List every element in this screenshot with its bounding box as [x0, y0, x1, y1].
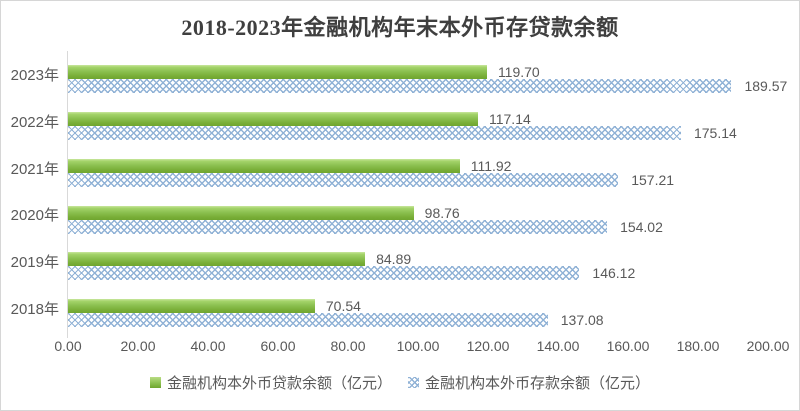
loan-value-label: 70.54 [325, 298, 361, 315]
x-tick-label: 200.00 [746, 338, 790, 354]
loan-bar [68, 299, 315, 314]
loan-bar [68, 158, 460, 173]
legend-label-deposits: 金融机构本外币存款余额（亿元） [425, 375, 651, 392]
loan-value-label: 98.76 [424, 204, 460, 221]
x-tick-label: 120.00 [466, 338, 510, 354]
plot-area: 119.70 189.57 117.14 175.14 111.92 157.21 98.7… [67, 51, 787, 338]
loan-value-label: 84.89 [376, 251, 412, 268]
x-tick-label: 60.00 [260, 338, 296, 354]
x-tick-label: 40.00 [190, 338, 226, 354]
legend-label-loans: 金融机构本外币贷款余额（亿元） [166, 375, 392, 392]
year-label: 2019年 [10, 254, 59, 272]
loan-value-label: 117.14 [488, 110, 531, 127]
deposit-value-label: 146.12 [592, 265, 636, 282]
x-tick-label: 160.00 [606, 338, 650, 354]
loan-bar [68, 252, 366, 267]
x-tick-label: 0.00 [54, 338, 82, 354]
category-axis-line [67, 51, 68, 338]
year-label: 2020年 [10, 207, 59, 225]
legend-item-loans: 金融机构本外币贷款余额（亿元） [149, 372, 392, 393]
legend-swatch-loans [149, 377, 161, 388]
deposit-value-label: 154.02 [620, 218, 663, 235]
year-label: 2022年 [10, 113, 59, 131]
legend-item-deposits: 金融机构本外币存款余额（亿元） [408, 372, 650, 393]
loan-value-label: 119.70 [497, 64, 540, 80]
loan-bar [68, 205, 414, 220]
deposit-bar [68, 313, 548, 328]
deposit-bar [68, 219, 608, 234]
deposit-value-label: 137.08 [560, 312, 604, 329]
deposit-value-label: 189.57 [744, 78, 788, 94]
legend: 金融机构本外币贷款余额（亿元） 金融机构本外币存款余额（亿元） [1, 372, 799, 393]
loan-value-label: 111.92 [470, 157, 512, 174]
deposit-value-label: 175.14 [693, 124, 737, 141]
chart-title: 2018-2023年金融机构年末本外币存贷款余额 [181, 15, 619, 40]
year-label: 2018年 [10, 301, 59, 319]
x-tick-label: 140.00 [536, 338, 580, 354]
deposit-bar [68, 266, 580, 281]
deposit-bar [68, 79, 732, 93]
loan-bar [68, 65, 487, 79]
x-tick-label: 20.00 [120, 338, 156, 354]
x-tick-label: 100.00 [396, 338, 440, 354]
year-label: 2021年 [10, 160, 59, 178]
legend-swatch-deposits [408, 377, 419, 388]
x-tick-label: 80.00 [330, 338, 366, 354]
deposit-bar [68, 172, 619, 187]
x-tick-label: 180.00 [676, 338, 720, 354]
deposit-value-label: 157.21 [631, 171, 675, 188]
loan-bar [68, 111, 478, 126]
deposit-bar [68, 125, 681, 140]
year-label: 2023年 [10, 66, 59, 84]
